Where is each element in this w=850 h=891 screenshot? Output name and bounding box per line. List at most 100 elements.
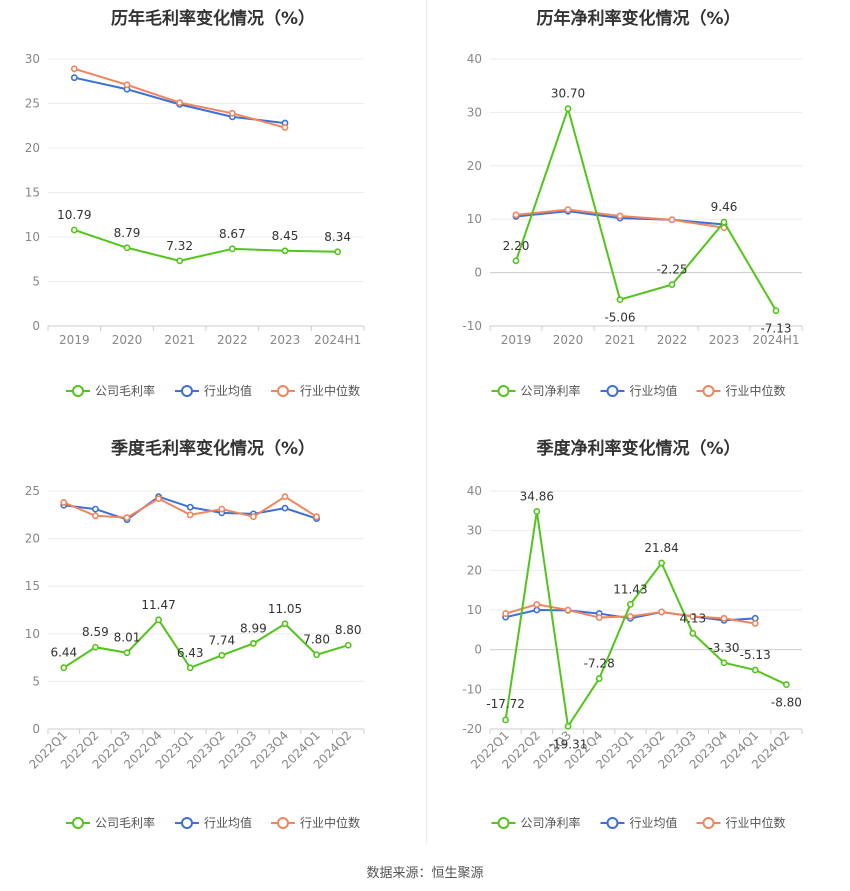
data-point <box>70 226 78 234</box>
data-label: 11.43 <box>613 582 647 596</box>
data-point <box>626 600 634 608</box>
data-point <box>186 503 194 511</box>
legend-item-industry-average[interactable]: 行业均值 <box>600 383 678 398</box>
data-label: 7.74 <box>208 633 235 647</box>
x-tick-label: 2024H1 <box>752 333 799 347</box>
legend-marker-icon <box>497 385 510 397</box>
data-label: -5.13 <box>740 648 771 662</box>
chart-panel-quarterly-net-margin: 季度净利率变化情况（%） -20 -10 0 10 20 30 40 2022Q1 2022Q2… <box>427 430 850 850</box>
data-point <box>533 507 541 515</box>
legend-marker-icon <box>606 817 619 829</box>
data-point <box>155 495 162 503</box>
data-point <box>564 606 572 614</box>
data-point <box>92 512 99 520</box>
data-point <box>533 606 541 614</box>
data-point <box>772 307 780 315</box>
data-point <box>249 640 257 647</box>
y-tick-label: 0 <box>32 722 40 736</box>
series-line <box>515 105 777 312</box>
data-label: 8.34 <box>324 230 351 244</box>
data-label: -2.25 <box>656 263 687 277</box>
legend: 公司净利率 行业均值 行业中位数 <box>491 383 786 398</box>
data-label: -3.30 <box>708 641 739 655</box>
data-point <box>218 651 226 659</box>
data-point <box>60 664 68 672</box>
data-point <box>281 124 289 131</box>
legend-marker-icon <box>72 385 84 397</box>
legend: 公司净利率 行业均值 行业中位数 <box>491 815 786 830</box>
legend-item-industry-median[interactable]: 行业中位数 <box>271 815 360 830</box>
data-point <box>281 247 289 255</box>
data-point <box>658 608 665 616</box>
data-point <box>313 513 320 521</box>
x-tick-label: 2023 <box>270 333 301 347</box>
series-line <box>504 511 787 730</box>
chart-panel-quarterly-gross-margin: 季度毛利率变化情况（%） 0 5 10 15 20 25 2022Q1 2022Q2 2022Q… <box>0 430 426 850</box>
data-point <box>123 81 131 89</box>
series-company: 2.20 30.70 -5.06 -2.25 9.46 -7.13 <box>503 87 792 336</box>
x-tick-label: 2019 <box>501 333 532 347</box>
chart-svg: 0 5 10 15 20 25 30 2019 2020 2021 2022 2023 2024H1 10… <box>25 52 365 398</box>
legend-item-industry-median[interactable]: 行业中位数 <box>271 383 360 398</box>
data-point <box>334 248 342 256</box>
legend-item-company[interactable]: 公司毛利率 <box>66 815 155 830</box>
legend-item-company[interactable]: 公司毛利率 <box>66 383 155 398</box>
data-label: -8.80 <box>771 696 802 710</box>
data-label: 8.80 <box>335 623 362 637</box>
data-point <box>70 65 78 73</box>
legend-label: 行业中位数 <box>726 815 786 830</box>
data-label: 8.79 <box>114 226 141 240</box>
y-tick-label: 20 <box>25 532 40 546</box>
legend-item-industry-average[interactable]: 行业均值 <box>175 383 252 398</box>
x-tick-label: 2020 <box>553 333 584 347</box>
data-label: -7.28 <box>584 657 615 671</box>
legend-label: 行业均值 <box>204 383 252 398</box>
data-point <box>616 212 624 220</box>
legend-label: 公司毛利率 <box>95 815 155 830</box>
series-industry-median <box>60 493 320 522</box>
y-tick-label: 25 <box>25 484 40 498</box>
legend-marker-icon <box>72 817 84 829</box>
data-point <box>658 559 665 567</box>
series-company: 10.79 8.79 7.32 8.67 8.45 8.34 <box>57 208 351 265</box>
data-point <box>595 614 603 621</box>
y-tick-label: 0 <box>474 266 482 280</box>
y-tick-label: 5 <box>32 275 40 289</box>
y-tick-label: 0 <box>32 319 40 333</box>
vertical-divider <box>426 0 427 845</box>
legend-marker-icon <box>181 385 193 397</box>
chart-title: 季度毛利率变化情况（%） <box>110 439 316 459</box>
data-point <box>70 74 78 82</box>
series-line <box>63 618 349 670</box>
legend-item-industry-median[interactable]: 行业中位数 <box>696 383 786 398</box>
data-label: 10.79 <box>57 208 91 222</box>
legend-item-industry-average[interactable]: 行业均值 <box>175 815 252 830</box>
data-label: 34.86 <box>520 489 554 503</box>
data-label: 8.67 <box>219 227 246 241</box>
data-point <box>689 612 697 620</box>
data-label: -5.06 <box>604 311 635 325</box>
legend-marker-icon <box>277 385 289 397</box>
y-tick-label: 10 <box>467 603 482 617</box>
legend-item-industry-average[interactable]: 行业均值 <box>600 815 678 830</box>
legend-item-company[interactable]: 公司净利率 <box>491 383 581 398</box>
legend-label: 行业均值 <box>204 815 252 830</box>
data-point <box>668 281 676 289</box>
y-tick-label: 25 <box>25 97 40 111</box>
legend-item-company[interactable]: 公司净利率 <box>491 815 581 830</box>
data-point <box>176 257 184 265</box>
y-tick-label: 0 <box>474 643 482 657</box>
data-point <box>720 659 728 667</box>
legend-marker-icon <box>702 817 715 829</box>
legend-label: 行业中位数 <box>300 815 360 830</box>
x-tick-label: 2019 <box>59 333 90 347</box>
y-tick-label: 20 <box>25 141 40 155</box>
data-point <box>502 716 509 724</box>
data-point <box>123 649 131 657</box>
data-point <box>218 505 226 513</box>
x-tick-label: 2022 <box>657 333 688 347</box>
data-point <box>186 664 194 672</box>
legend-item-industry-median[interactable]: 行业中位数 <box>696 815 786 830</box>
series-industry-median <box>512 206 728 232</box>
